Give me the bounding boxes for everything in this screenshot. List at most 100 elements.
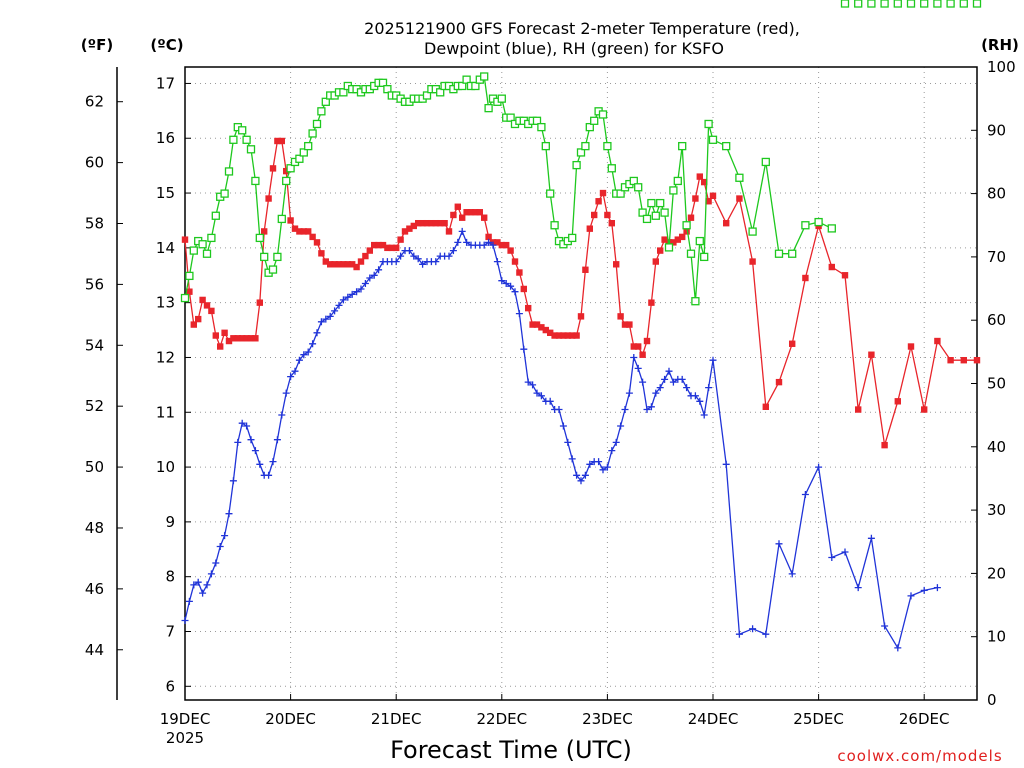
rh-point xyxy=(238,126,247,135)
rh-point xyxy=(224,167,234,176)
rh-point xyxy=(634,183,643,192)
dewpoint-point xyxy=(339,296,347,304)
dewpoint-point xyxy=(361,280,369,287)
fahrenheit-tick-label: 50 xyxy=(85,458,104,476)
rh-point xyxy=(189,246,198,255)
temperature-point xyxy=(542,326,549,334)
temperature-point xyxy=(401,228,409,235)
temperature-point xyxy=(327,261,334,268)
dewpoint-point xyxy=(405,247,413,255)
temperature-point xyxy=(313,239,321,246)
dewpoint-point xyxy=(709,356,717,364)
dewpoint-point xyxy=(221,532,229,540)
dewpoint-point xyxy=(683,384,691,392)
dewpoint-point xyxy=(348,290,356,298)
rh-point xyxy=(682,221,691,230)
rh-point xyxy=(255,233,264,243)
temperature-point xyxy=(309,233,316,241)
dewpoint-point xyxy=(599,466,607,474)
rh-point xyxy=(242,135,251,144)
dewpoint-point xyxy=(828,554,836,561)
rh-tick-label: 40 xyxy=(987,438,1006,456)
temperature-point xyxy=(217,343,224,350)
temperature-point xyxy=(357,258,365,265)
celsius-tick-label: 6 xyxy=(165,677,175,695)
fahrenheit-tick-label: 56 xyxy=(85,275,104,293)
temperature-point xyxy=(657,247,664,254)
rh-tick-label: 0 xyxy=(987,691,997,709)
dewpoint-line xyxy=(184,229,938,650)
temperature-point xyxy=(591,211,598,219)
dewpoint-point xyxy=(581,471,589,479)
dewpoint-point xyxy=(722,460,730,468)
dewpoint-point xyxy=(507,282,515,290)
temperature-point xyxy=(186,288,193,295)
rh-point xyxy=(959,0,968,8)
rh-point xyxy=(629,176,638,186)
dewpoint-point xyxy=(524,378,532,386)
dewpoint-point xyxy=(489,241,497,249)
temperature-point xyxy=(973,357,981,364)
temperature-point xyxy=(331,261,338,268)
dewpoint-point xyxy=(410,252,418,260)
dewpoint-point xyxy=(564,438,572,446)
dewpoint-point xyxy=(493,258,501,266)
dewpoint-point xyxy=(643,406,651,413)
rh-point xyxy=(946,0,955,8)
temperature-point xyxy=(300,228,307,235)
rh-point xyxy=(378,78,388,87)
temperature-point xyxy=(472,209,479,216)
dewpoint-point xyxy=(366,274,374,282)
x-tick-year-label: 2025 xyxy=(166,729,204,747)
rh-tick-label: 80 xyxy=(987,185,1006,203)
temperature-point xyxy=(199,296,206,304)
rh-point xyxy=(660,208,669,217)
rh-point xyxy=(304,141,313,151)
dewpoint-point xyxy=(309,340,317,348)
temperature-point xyxy=(547,329,554,337)
rh-point xyxy=(185,271,194,281)
temperature-point xyxy=(340,261,347,268)
rh-point xyxy=(607,164,616,173)
dewpoint-point xyxy=(317,318,325,326)
rh-point xyxy=(840,0,850,8)
temperature-point xyxy=(564,332,571,339)
dewpoint-point xyxy=(669,378,677,386)
temperature-point xyxy=(613,261,620,268)
dewpoint-point xyxy=(749,625,757,633)
temperature-point xyxy=(476,209,483,216)
temperature-point xyxy=(868,351,875,358)
dewpoint-point xyxy=(617,422,625,430)
temperature-point xyxy=(599,189,607,197)
rh-point xyxy=(669,186,678,195)
dewpoint-point xyxy=(357,285,365,293)
dewpoint-point xyxy=(291,367,299,375)
dewpoint-point xyxy=(625,389,633,397)
rh-point xyxy=(761,157,770,167)
temperature-point xyxy=(723,219,730,227)
dewpoint-point xyxy=(881,622,889,630)
dewpoint-point xyxy=(463,238,471,246)
rh-point xyxy=(541,141,550,151)
dewpoint-point xyxy=(502,280,510,287)
dewpoint-point xyxy=(691,392,699,400)
watermark-link[interactable]: coolwx.com/models xyxy=(837,747,1002,765)
celsius-tick-label: 11 xyxy=(156,403,175,421)
temperature-point xyxy=(643,337,651,345)
fahrenheit-tick-label: 62 xyxy=(85,93,104,111)
dewpoint-point xyxy=(498,277,506,285)
temperature-point xyxy=(907,343,915,350)
rh-point xyxy=(735,173,744,182)
temperature-point xyxy=(481,214,488,221)
temperature-point xyxy=(221,329,228,337)
temperature-point xyxy=(212,332,219,339)
temperature-point xyxy=(410,222,417,230)
temperature-point xyxy=(701,178,708,186)
dewpoint-point xyxy=(234,438,242,446)
dewpoint-point xyxy=(229,477,237,485)
temperature-point xyxy=(692,195,699,202)
rh-point xyxy=(339,88,348,97)
temperature-point xyxy=(533,321,541,328)
rh-point xyxy=(616,189,625,198)
grid-lines xyxy=(185,67,977,700)
